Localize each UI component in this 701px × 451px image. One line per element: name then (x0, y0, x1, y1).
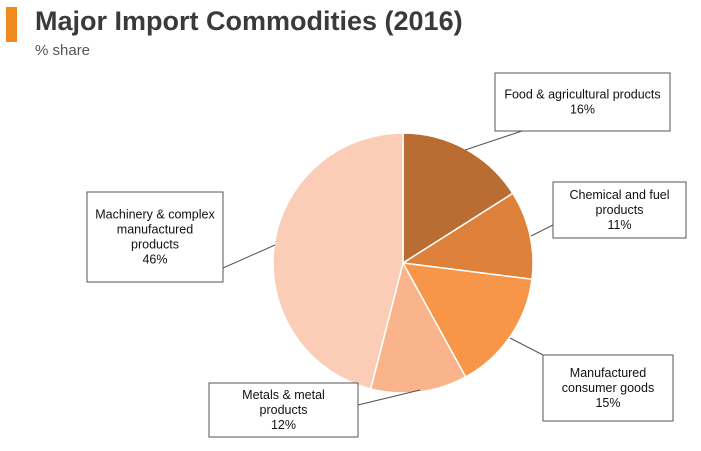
callout-leader-line (222, 244, 276, 269)
slice-value-label: 11% (607, 218, 631, 232)
slice-label-line: products (596, 203, 644, 217)
slice-label-line: Manufactured (570, 366, 646, 380)
callout-leader-line (357, 389, 421, 406)
pie-slice (401, 262, 533, 378)
callout-leader-line (464, 130, 523, 151)
slice-label-line: products (131, 238, 179, 252)
slice-value-label: 16% (570, 103, 595, 117)
slice-label-line: consumer goods (562, 381, 654, 395)
slice-label: Manufactured consumer goods 15% (562, 366, 654, 410)
slice-label-line: products (260, 403, 308, 417)
slice-label-line: manufactured (117, 223, 193, 237)
chart-subtitle: % share (35, 42, 91, 59)
title-accent-bar (6, 7, 17, 42)
chart-title: Major Import Commodities (2016) (35, 6, 463, 36)
slice-label-line: Metals & metal (242, 388, 325, 402)
callout-leader-line (509, 337, 544, 356)
slice-label-line: Food & agricultural products (504, 88, 660, 102)
slice-label-line: Machinery & complex (95, 208, 215, 222)
pie-slice (272, 132, 404, 390)
slice-label: Metals & metal products 12% (242, 388, 325, 432)
slice-value-label: 12% (271, 418, 296, 432)
pie-slice (400, 192, 534, 281)
callout-box (86, 191, 224, 283)
slice-label-line: Chemical and fuel (569, 188, 669, 202)
callout-box (494, 72, 671, 132)
slice-value-label: 46% (142, 253, 167, 267)
pie-slice (369, 260, 467, 394)
slice-value-label: 15% (595, 396, 620, 410)
callout-box (552, 181, 687, 239)
slice-label: Chemical and fuel products 11% (569, 188, 669, 232)
callout-box (542, 354, 674, 422)
callout-box (208, 382, 359, 438)
pie-slice (402, 132, 514, 265)
slice-label: Food & agricultural products 16% (504, 88, 660, 117)
callout-leader-line (530, 224, 554, 237)
slice-label: Machinery & complex manufactured products 4… (95, 208, 215, 267)
